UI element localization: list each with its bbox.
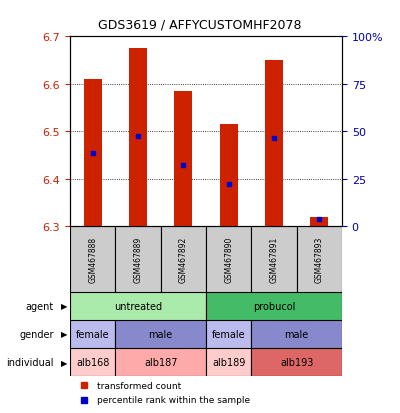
Bar bbox=[251, 320, 342, 348]
Text: female: female bbox=[76, 329, 110, 339]
Text: female: female bbox=[212, 329, 246, 339]
Bar bbox=[265, 61, 283, 227]
Text: percentile rank within the sample: percentile rank within the sample bbox=[97, 395, 250, 404]
Text: ▶: ▶ bbox=[61, 301, 67, 311]
Text: GSM467890: GSM467890 bbox=[224, 236, 233, 282]
Bar bbox=[251, 348, 342, 376]
Text: transformed count: transformed count bbox=[97, 381, 182, 390]
Text: ▶: ▶ bbox=[61, 330, 67, 339]
Text: untreated: untreated bbox=[114, 301, 162, 311]
Bar bbox=[174, 92, 192, 227]
Bar bbox=[310, 217, 328, 227]
Text: GSM467893: GSM467893 bbox=[315, 236, 324, 282]
Bar bbox=[206, 320, 251, 348]
Bar bbox=[70, 292, 206, 320]
Text: gender: gender bbox=[20, 329, 54, 339]
Text: alb168: alb168 bbox=[76, 357, 109, 367]
Text: probucol: probucol bbox=[253, 301, 295, 311]
Text: male: male bbox=[284, 329, 309, 339]
Text: alb193: alb193 bbox=[280, 357, 313, 367]
Bar bbox=[206, 227, 251, 292]
Text: GSM467891: GSM467891 bbox=[270, 236, 278, 282]
Text: GSM467892: GSM467892 bbox=[179, 236, 188, 282]
Bar bbox=[206, 292, 342, 320]
Text: agent: agent bbox=[26, 301, 54, 311]
Bar bbox=[115, 320, 206, 348]
Text: GSM467888: GSM467888 bbox=[88, 236, 97, 282]
Bar bbox=[115, 227, 161, 292]
Bar bbox=[70, 227, 115, 292]
Bar bbox=[220, 125, 238, 227]
Bar bbox=[70, 348, 115, 376]
Bar bbox=[251, 227, 297, 292]
Bar bbox=[129, 49, 147, 227]
Text: ▶: ▶ bbox=[61, 358, 67, 367]
Text: GDS3619 / AFFYCUSTOMHF2078: GDS3619 / AFFYCUSTOMHF2078 bbox=[98, 19, 302, 31]
Text: male: male bbox=[148, 329, 173, 339]
Text: alb189: alb189 bbox=[212, 357, 245, 367]
Bar bbox=[297, 227, 342, 292]
Bar bbox=[70, 320, 115, 348]
Bar bbox=[206, 348, 251, 376]
Bar bbox=[115, 348, 206, 376]
Text: alb187: alb187 bbox=[144, 357, 178, 367]
Text: individual: individual bbox=[6, 357, 54, 367]
Bar bbox=[161, 227, 206, 292]
Text: GSM467889: GSM467889 bbox=[134, 236, 142, 282]
Bar bbox=[84, 80, 102, 227]
